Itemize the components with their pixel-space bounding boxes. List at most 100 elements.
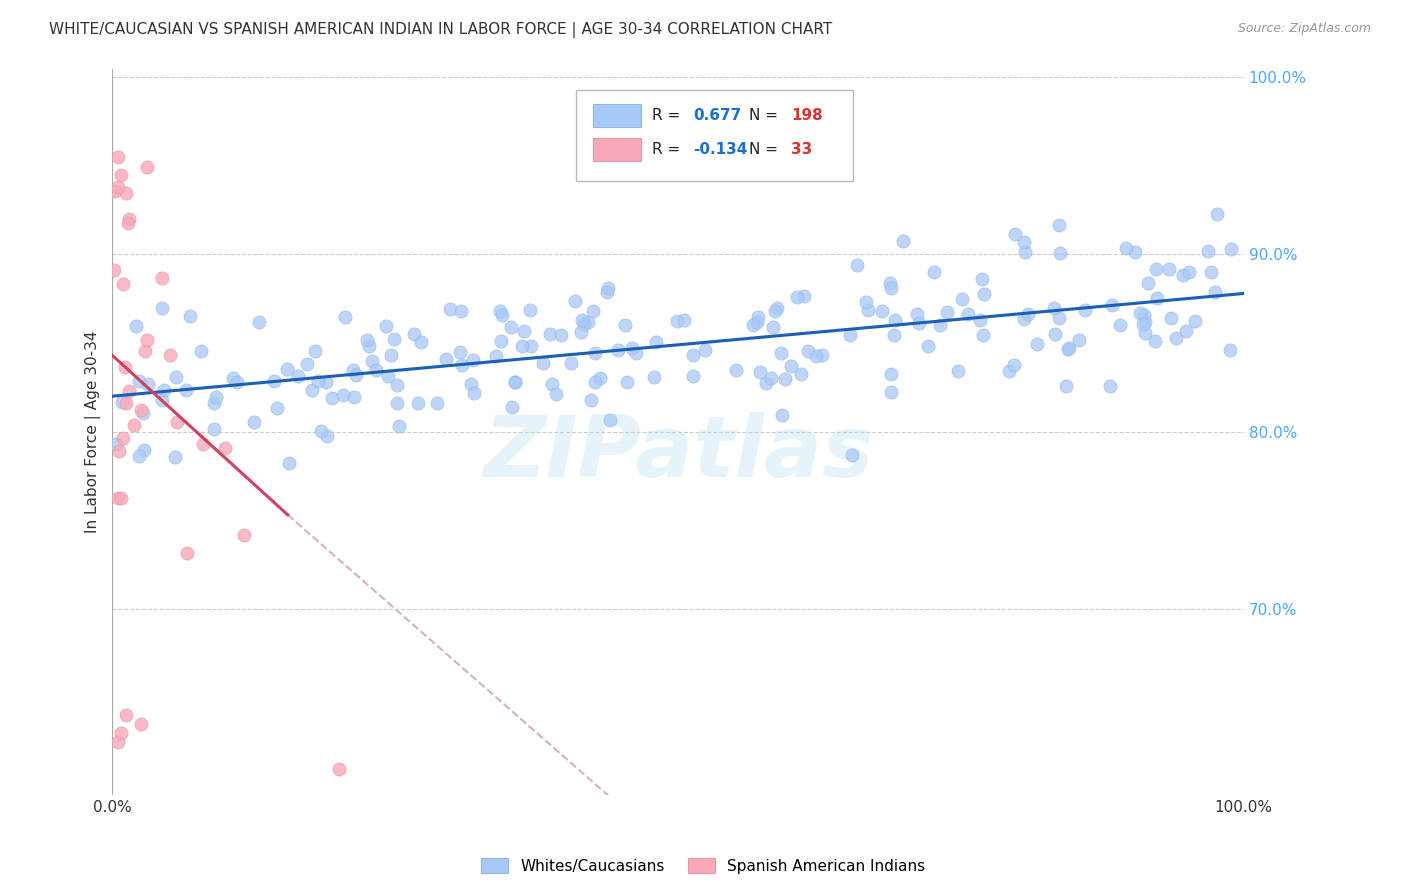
Point	[1057, 341, 1080, 355]
Point	[1026, 337, 1049, 351]
Point	[111, 394, 134, 409]
Text: N =: N =	[749, 142, 783, 157]
Point	[765, 301, 787, 315]
Point	[380, 348, 402, 362]
Point	[108, 444, 131, 458]
Point	[1129, 305, 1152, 319]
Point	[460, 377, 482, 392]
Text: WHITE/CAUCASIAN VS SPANISH AMERICAN INDIAN IN LABOR FORCE | AGE 30-34 CORRELATIO: WHITE/CAUCASIAN VS SPANISH AMERICAN INDI…	[49, 22, 832, 38]
Point	[150, 301, 173, 315]
Point	[1144, 262, 1167, 277]
Point	[1174, 324, 1197, 338]
Point	[769, 345, 792, 359]
Point	[589, 371, 612, 385]
Point	[357, 339, 380, 353]
Point	[1004, 227, 1026, 241]
Point	[1042, 301, 1064, 315]
Point	[1002, 358, 1025, 372]
Point	[221, 370, 243, 384]
Text: -0.134: -0.134	[693, 142, 747, 157]
FancyBboxPatch shape	[576, 90, 853, 181]
Point	[1143, 334, 1166, 348]
Point	[665, 314, 688, 328]
Point	[598, 281, 620, 295]
Point	[388, 418, 411, 433]
Point	[449, 345, 471, 359]
Point	[550, 328, 572, 343]
Point	[136, 334, 159, 348]
Point	[128, 374, 150, 388]
Point	[682, 348, 704, 362]
Point	[131, 403, 153, 417]
Point	[841, 448, 863, 462]
Point	[1047, 311, 1070, 326]
Point	[115, 708, 138, 723]
Point	[520, 339, 543, 353]
Point	[1101, 298, 1123, 312]
Point	[891, 235, 914, 249]
Point	[745, 315, 768, 329]
Point	[129, 717, 152, 731]
Point	[560, 356, 582, 370]
Point	[569, 326, 592, 340]
Point	[128, 449, 150, 463]
Point	[489, 304, 512, 318]
Point	[406, 396, 429, 410]
Point	[321, 391, 343, 405]
Point	[1133, 326, 1156, 341]
Point	[513, 324, 536, 338]
Point	[307, 374, 329, 388]
Point	[491, 308, 513, 322]
Point	[510, 339, 533, 353]
Point	[538, 326, 561, 341]
Point	[204, 395, 226, 409]
Point	[1204, 285, 1226, 299]
Point	[1197, 244, 1219, 258]
Point	[450, 358, 472, 372]
Point	[763, 304, 786, 318]
Point	[404, 326, 426, 341]
Point	[922, 265, 945, 279]
Point	[571, 312, 593, 326]
Point	[793, 289, 815, 303]
Point	[582, 304, 605, 318]
Point	[263, 374, 285, 388]
Point	[1199, 265, 1222, 279]
Point	[725, 362, 748, 376]
Point	[972, 328, 994, 343]
Point	[103, 184, 125, 198]
Point	[946, 364, 969, 378]
Point	[333, 310, 356, 324]
Point	[138, 376, 160, 391]
Point	[163, 450, 186, 465]
Point	[1057, 343, 1080, 357]
Point	[773, 372, 796, 386]
Point	[277, 456, 299, 470]
Point	[103, 263, 125, 277]
Point	[917, 339, 939, 353]
Point	[741, 318, 763, 332]
Text: 198: 198	[792, 108, 823, 123]
Point	[762, 319, 785, 334]
Point	[1049, 245, 1071, 260]
Point	[1067, 334, 1090, 348]
Point	[499, 320, 522, 334]
Point	[908, 316, 931, 330]
Point	[574, 317, 596, 331]
Point	[839, 327, 862, 342]
Point	[858, 302, 880, 317]
Point	[153, 383, 176, 397]
Point	[328, 762, 350, 776]
Point	[503, 375, 526, 389]
Point	[315, 429, 337, 443]
Point	[599, 412, 621, 426]
Point	[150, 271, 173, 285]
Point	[360, 353, 382, 368]
Point	[935, 304, 957, 318]
Point	[1171, 268, 1194, 282]
Point	[295, 357, 318, 371]
Point	[754, 376, 776, 390]
Point	[804, 349, 827, 363]
Point	[643, 369, 665, 384]
Point	[247, 315, 270, 329]
